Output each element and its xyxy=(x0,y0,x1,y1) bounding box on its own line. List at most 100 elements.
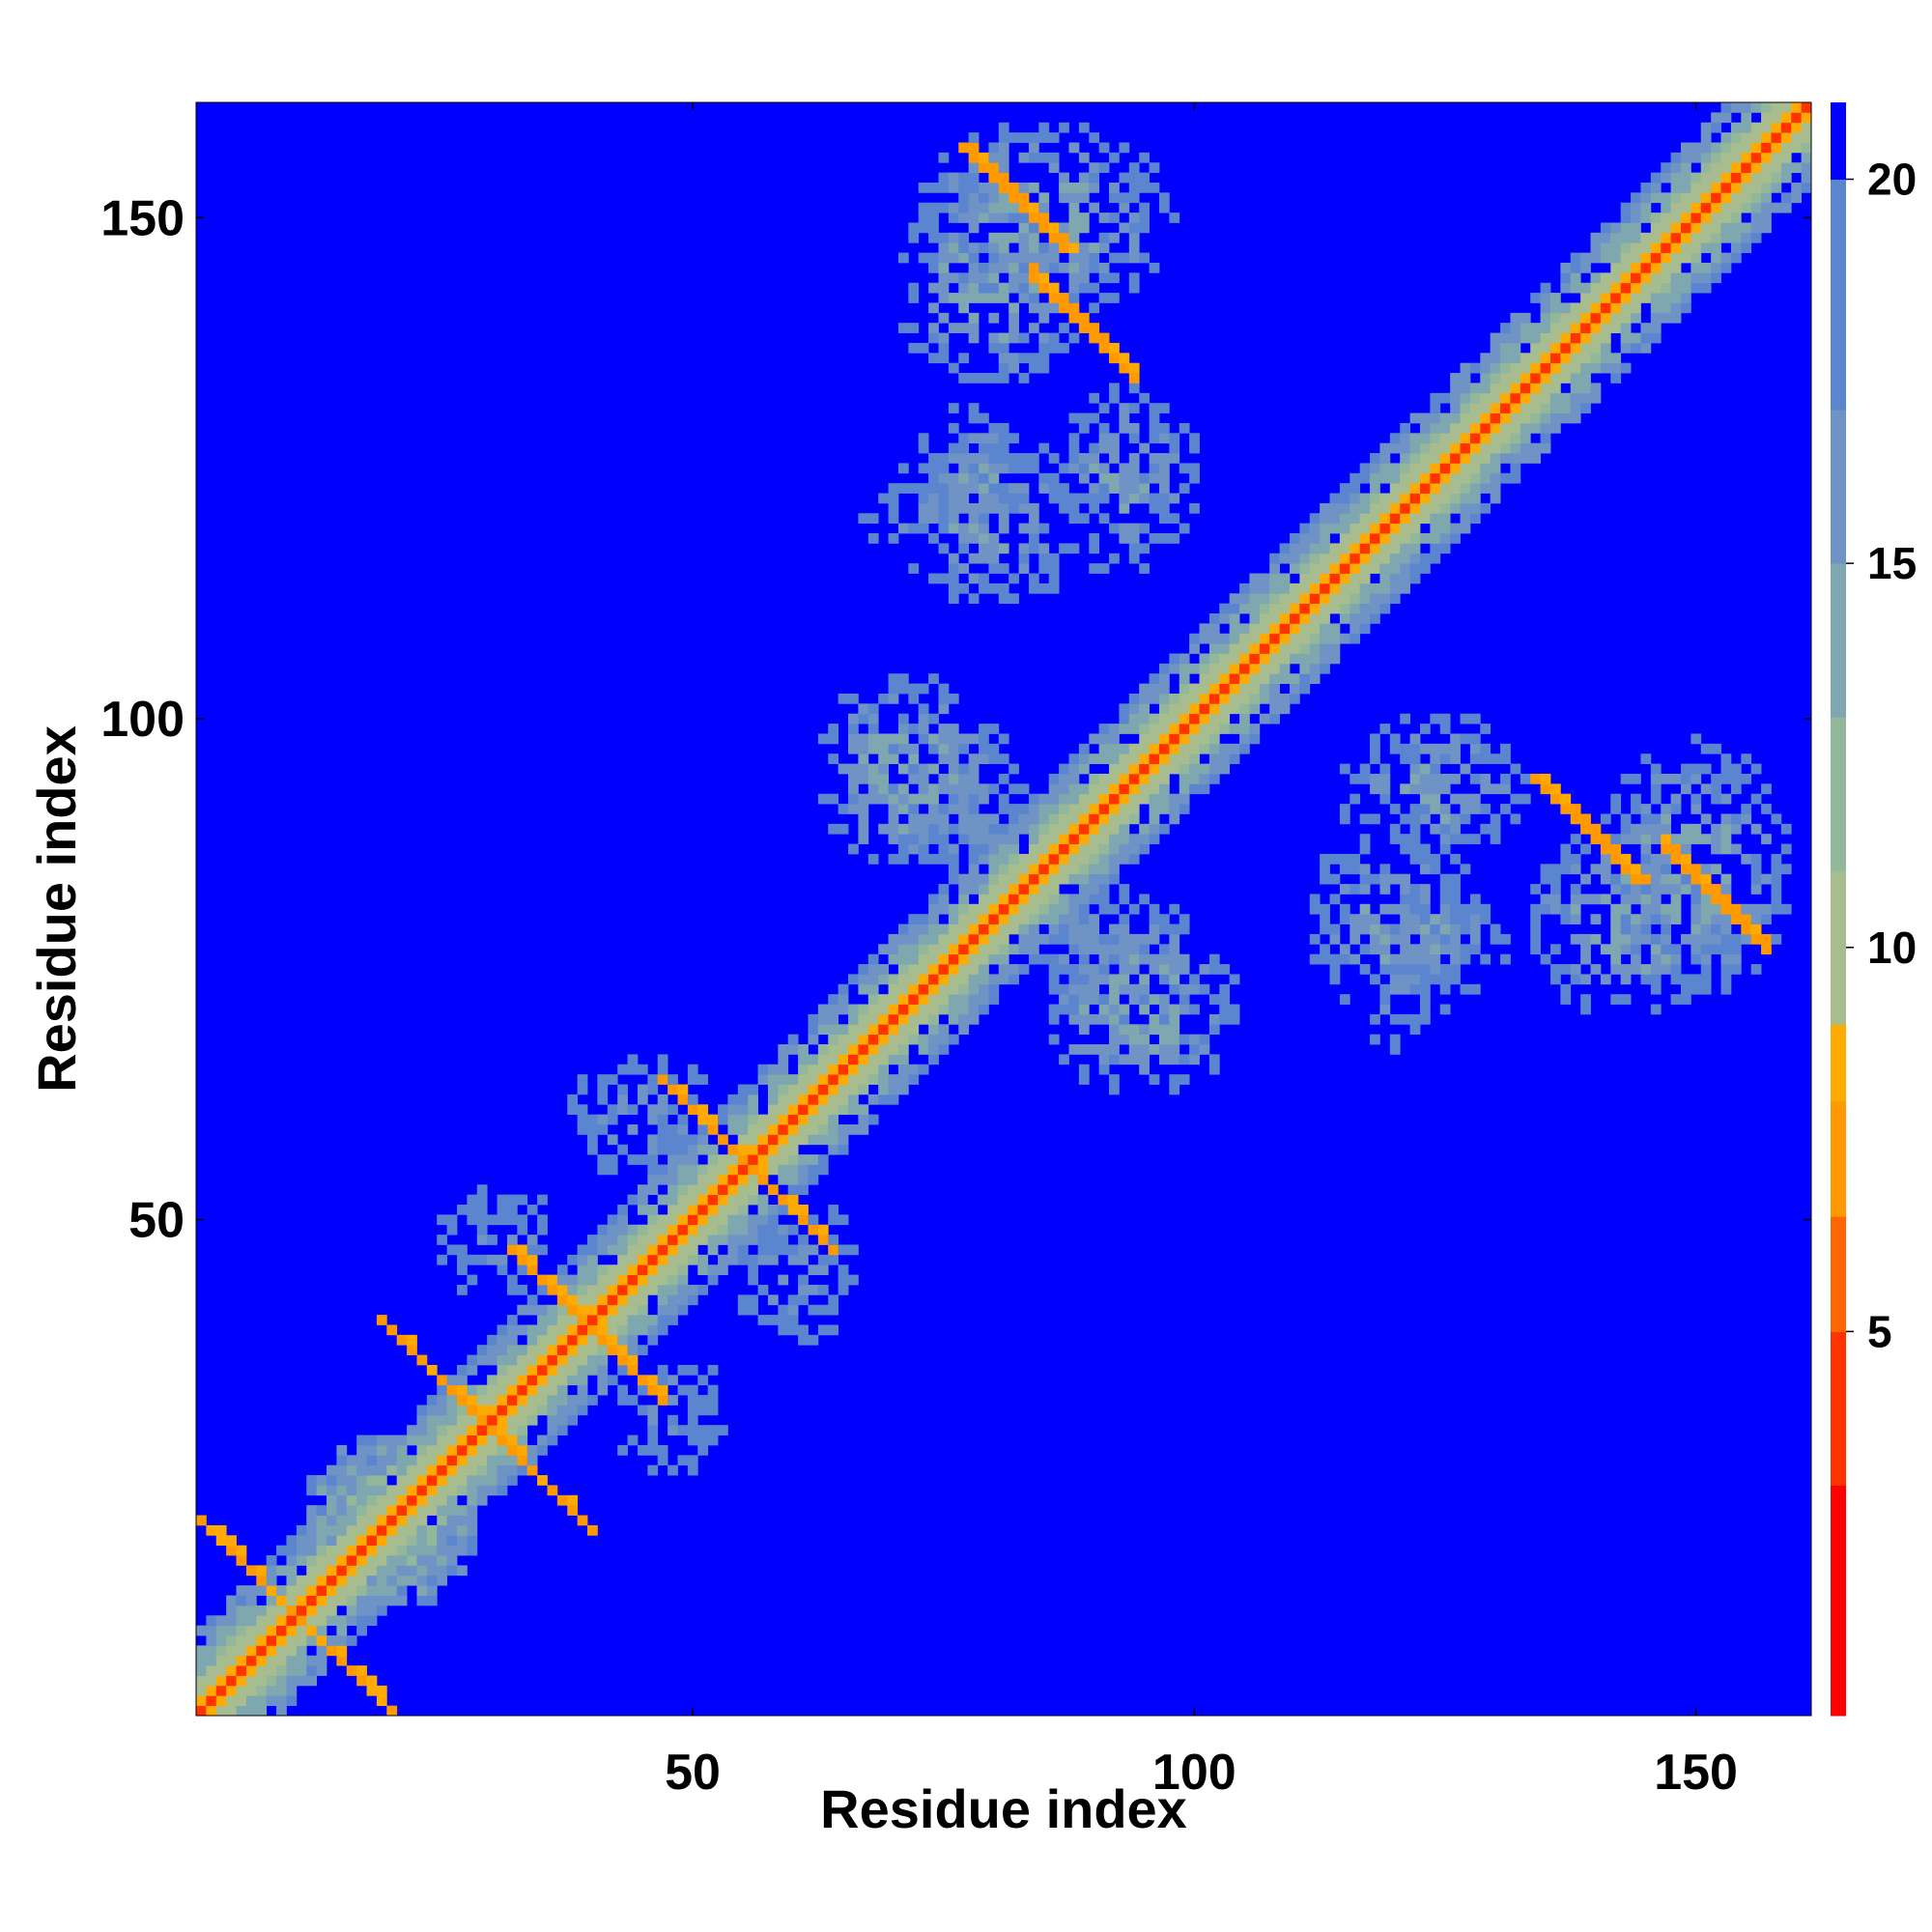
heatmap-cell xyxy=(748,1214,758,1226)
heatmap-cell xyxy=(1189,753,1200,764)
heatmap-cell xyxy=(597,1094,609,1105)
heatmap-cell xyxy=(778,1224,789,1236)
heatmap-cell xyxy=(1119,804,1130,814)
heatmap-cell xyxy=(1460,373,1471,384)
heatmap-cell xyxy=(979,743,989,754)
heatmap-cell xyxy=(1098,834,1110,844)
heatmap-cell xyxy=(617,1304,628,1316)
heatmap-cell xyxy=(1339,533,1350,544)
heatmap-cell xyxy=(897,1044,909,1055)
heatmap-cell xyxy=(888,994,899,1005)
heatmap-cell xyxy=(286,1685,298,1696)
heatmap-cell xyxy=(386,1515,398,1526)
heatmap-cell xyxy=(888,974,899,985)
heatmap-cell xyxy=(858,1054,869,1065)
heatmap-cell xyxy=(948,923,959,935)
heatmap-cell xyxy=(1631,773,1641,784)
heatmap-cell xyxy=(1279,633,1291,644)
heatmap-cell xyxy=(396,1455,408,1466)
heatmap-cell xyxy=(1389,1044,1401,1055)
heatmap-cell xyxy=(517,1384,528,1396)
heatmap-cell xyxy=(1068,1013,1080,1025)
heatmap-cell xyxy=(1610,222,1622,234)
heatmap-cell xyxy=(888,853,899,865)
heatmap-cell xyxy=(1620,823,1632,835)
heatmap-cell xyxy=(968,132,980,143)
heatmap-cell xyxy=(687,1395,698,1406)
heatmap-cell xyxy=(848,1124,859,1135)
heatmap-cell xyxy=(1149,783,1160,795)
heatmap-cell xyxy=(1549,302,1561,314)
heatmap-cell xyxy=(587,1334,598,1346)
heatmap-cell xyxy=(316,1524,327,1536)
heatmap-cell xyxy=(1741,222,1752,234)
heatmap-cell xyxy=(1089,964,1100,975)
heatmap-cell xyxy=(697,1435,709,1446)
heatmap-cell xyxy=(1128,804,1140,814)
heatmap-cell xyxy=(979,964,989,975)
heatmap-cell xyxy=(336,1595,348,1606)
heatmap-cell xyxy=(979,923,989,935)
heatmap-cell xyxy=(1549,383,1561,394)
heatmap-cell xyxy=(407,1425,417,1435)
heatmap-cell xyxy=(597,1124,609,1135)
heatmap-cell xyxy=(1700,142,1712,154)
heatmap-cell xyxy=(1631,873,1641,885)
heatmap-cell xyxy=(979,453,989,464)
heatmap-cell xyxy=(1059,823,1069,835)
heatmap-cell xyxy=(1640,232,1652,243)
heatmap-cell xyxy=(1741,773,1752,784)
heatmap-cell xyxy=(1409,543,1421,554)
heatmap-cell xyxy=(1128,463,1140,474)
heatmap-cell xyxy=(1089,864,1100,875)
heatmap-cell xyxy=(407,1435,417,1446)
heatmap-cell xyxy=(787,1104,799,1116)
heatmap-cell xyxy=(1680,192,1691,204)
heatmap-cell xyxy=(567,1405,579,1416)
heatmap-cell xyxy=(526,1235,538,1245)
heatmap-cell xyxy=(878,753,889,764)
heatmap-cell xyxy=(647,1114,659,1125)
heatmap-cell xyxy=(787,1124,799,1135)
heatmap-cell xyxy=(1549,353,1561,364)
heatmap-cell xyxy=(327,1494,337,1506)
heatmap-cell xyxy=(1640,914,1652,924)
heatmap-cell xyxy=(1720,884,1732,895)
heatmap-cell xyxy=(1350,533,1361,544)
heatmap-cell xyxy=(897,944,909,955)
heatmap-cell xyxy=(1480,403,1492,413)
heatmap-cell xyxy=(327,1505,337,1516)
heatmap-cell xyxy=(316,1615,327,1627)
heatmap-cell xyxy=(1450,914,1461,924)
heatmap-cell xyxy=(327,1565,337,1577)
heatmap-cell xyxy=(1430,523,1441,534)
heatmap-cell xyxy=(1540,403,1551,413)
heatmap-cell xyxy=(1419,533,1431,544)
heatmap-cell xyxy=(928,983,939,995)
heatmap-cell xyxy=(1720,923,1732,935)
heatmap-cell xyxy=(838,804,849,814)
heatmap-cell xyxy=(1560,983,1572,995)
heatmap-cell xyxy=(1510,332,1521,344)
heatmap-cell xyxy=(1078,152,1090,163)
heatmap-cell xyxy=(316,1585,327,1596)
heatmap-cell xyxy=(1309,623,1321,635)
heatmap-cell xyxy=(1640,864,1652,875)
heatmap-cell xyxy=(396,1464,408,1476)
heatmap-cell xyxy=(1510,793,1521,805)
heatmap-cell xyxy=(517,1244,528,1256)
heatmap-cell xyxy=(617,1444,628,1456)
colorbar-tick-label: 5 xyxy=(1867,1306,1892,1356)
heatmap-cell xyxy=(376,1524,387,1536)
heatmap-cell xyxy=(998,182,1009,193)
heatmap-cell xyxy=(1048,582,1060,594)
heatmap-cell xyxy=(1370,603,1380,614)
heatmap-cell xyxy=(1650,864,1662,875)
heatmap-cell xyxy=(1450,884,1461,895)
heatmap-cell xyxy=(426,1475,438,1486)
heatmap-cell xyxy=(1018,873,1030,885)
heatmap-cell xyxy=(858,1004,869,1015)
heatmap-cell xyxy=(817,1064,829,1075)
heatmap-cell xyxy=(838,763,849,775)
heatmap-cell xyxy=(1139,894,1150,905)
